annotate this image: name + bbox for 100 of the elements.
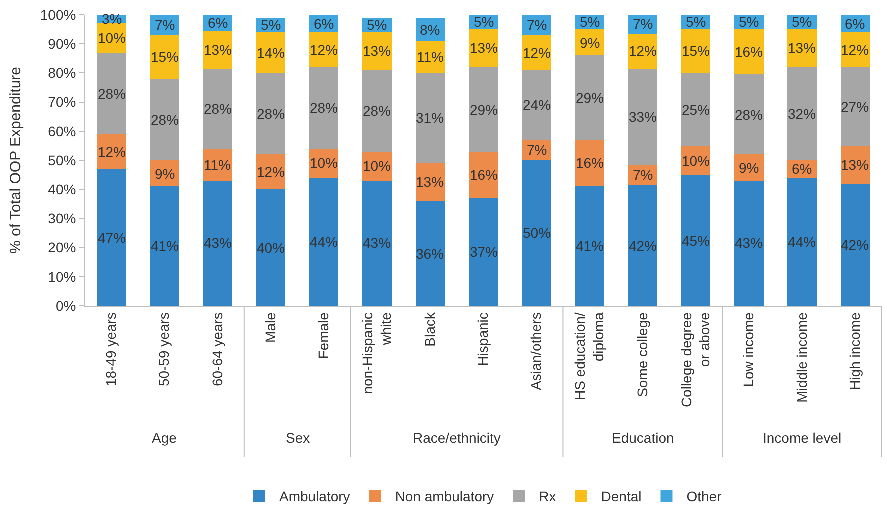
- data-label: 29%: [470, 102, 498, 118]
- data-label: 7%: [633, 167, 654, 183]
- x-tick-label: Black: [422, 312, 438, 347]
- data-label: 6%: [845, 16, 866, 32]
- bar: [203, 180, 232, 306]
- y-tick-label: 50%: [48, 152, 76, 168]
- bar: [734, 74, 764, 155]
- data-label: 13%: [841, 157, 870, 173]
- y-tick-label: 40%: [48, 182, 76, 198]
- data-label: 25%: [682, 102, 710, 118]
- legend-label: Other: [686, 488, 722, 505]
- data-label: 9%: [739, 160, 760, 176]
- bar: [362, 32, 392, 70]
- data-label: 28%: [204, 101, 232, 117]
- data-label: 15%: [151, 49, 180, 65]
- bar: [681, 73, 711, 146]
- data-label: 44%: [788, 234, 816, 250]
- x-tick-label: Hispanic: [475, 312, 492, 366]
- data-label: 14%: [257, 45, 286, 61]
- bar: [840, 184, 870, 306]
- y-tick-label: 60%: [48, 123, 76, 140]
- data-label: 6%: [314, 16, 334, 32]
- data-label: 16%: [735, 44, 764, 60]
- data-label: 6%: [208, 15, 228, 31]
- bar: [628, 68, 658, 165]
- x-tick-label: 60-64 years: [209, 312, 226, 387]
- bar: [309, 67, 339, 149]
- data-label: 28%: [257, 106, 286, 122]
- data-label: 12%: [310, 42, 338, 58]
- data-label: 7%: [527, 17, 548, 33]
- data-label: 28%: [735, 107, 764, 123]
- data-label: 12%: [98, 144, 126, 160]
- data-label: 10%: [98, 30, 126, 46]
- bar: [256, 190, 286, 306]
- bar: [256, 73, 286, 155]
- y-tick-label: 100%: [40, 6, 76, 23]
- data-label: 13%: [363, 43, 392, 59]
- y-tick-label: 80%: [48, 65, 76, 82]
- data-label: 12%: [257, 164, 286, 180]
- data-label: 42%: [841, 237, 870, 253]
- data-label: 33%: [629, 109, 658, 125]
- text: Age: [152, 430, 178, 446]
- bar: [96, 52, 126, 134]
- data-label: 11%: [204, 157, 231, 173]
- bar: [522, 70, 552, 140]
- bar: [575, 56, 604, 140]
- data-label: 43%: [735, 235, 764, 251]
- x-tick-label: HS education/diploma: [572, 312, 606, 401]
- bar: [468, 67, 498, 152]
- data-label: 3%: [102, 11, 122, 27]
- data-label: 44%: [310, 234, 338, 250]
- text: Education: [612, 430, 674, 446]
- bar: [788, 67, 817, 160]
- bar: [150, 186, 180, 306]
- bar: [788, 178, 817, 306]
- data-label: 7%: [155, 17, 176, 33]
- bar: [416, 73, 445, 164]
- bar: [416, 201, 445, 306]
- y-tick-label: 90%: [48, 36, 76, 52]
- data-label: 9%: [155, 166, 176, 182]
- data-label: 5%: [739, 14, 760, 30]
- data-label: 10%: [682, 153, 710, 169]
- y-tick-label: 70%: [48, 94, 76, 110]
- bar: [575, 140, 604, 187]
- x-tick-label: Female: [316, 312, 332, 360]
- x-tick-label: Asian/others: [528, 312, 544, 390]
- data-label: 9%: [580, 35, 600, 51]
- data-label: 5%: [580, 14, 600, 30]
- data-label: 12%: [629, 43, 658, 59]
- bar: [522, 35, 552, 70]
- data-label: 13%: [788, 40, 816, 56]
- data-label: 5%: [261, 17, 282, 33]
- bar: [468, 198, 498, 306]
- x-tick-label: Low income: [740, 312, 757, 388]
- data-label: 6%: [792, 161, 812, 177]
- data-label: 5%: [686, 14, 706, 30]
- data-label: 31%: [416, 110, 444, 126]
- bar: [788, 30, 817, 68]
- bar: [203, 68, 232, 149]
- data-label: 27%: [841, 99, 870, 115]
- x-tick-label: 18-49 years: [103, 312, 120, 387]
- data-label: 43%: [204, 235, 232, 251]
- data-label: 11%: [417, 49, 444, 65]
- x-tick-label: 50-59 years: [156, 312, 172, 387]
- data-label: 28%: [363, 103, 392, 119]
- data-label: 12%: [523, 45, 552, 61]
- data-label: 7%: [633, 16, 654, 32]
- bar: [734, 180, 764, 306]
- text: Income level: [763, 430, 842, 446]
- legend-label: Non ambulatory: [395, 488, 494, 505]
- data-label: 36%: [416, 246, 444, 262]
- data-label: 5%: [792, 14, 812, 30]
- data-label: 5%: [367, 17, 388, 33]
- data-label: 28%: [310, 100, 338, 116]
- bar: [362, 180, 392, 306]
- data-label: 41%: [151, 238, 180, 254]
- x-tick-label: Middle income: [794, 312, 810, 403]
- x-tick-label: Some college: [634, 312, 650, 398]
- data-label: 16%: [576, 155, 604, 171]
- data-label: 37%: [470, 244, 498, 260]
